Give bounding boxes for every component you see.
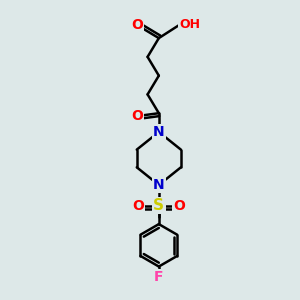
Text: N: N — [153, 178, 165, 192]
Text: O: O — [173, 199, 185, 213]
Text: O: O — [131, 18, 143, 32]
Text: OH: OH — [179, 18, 200, 32]
Text: N: N — [153, 125, 165, 139]
Text: F: F — [154, 270, 164, 284]
Text: O: O — [132, 199, 144, 213]
Text: O: O — [131, 109, 143, 123]
Text: S: S — [153, 198, 164, 213]
